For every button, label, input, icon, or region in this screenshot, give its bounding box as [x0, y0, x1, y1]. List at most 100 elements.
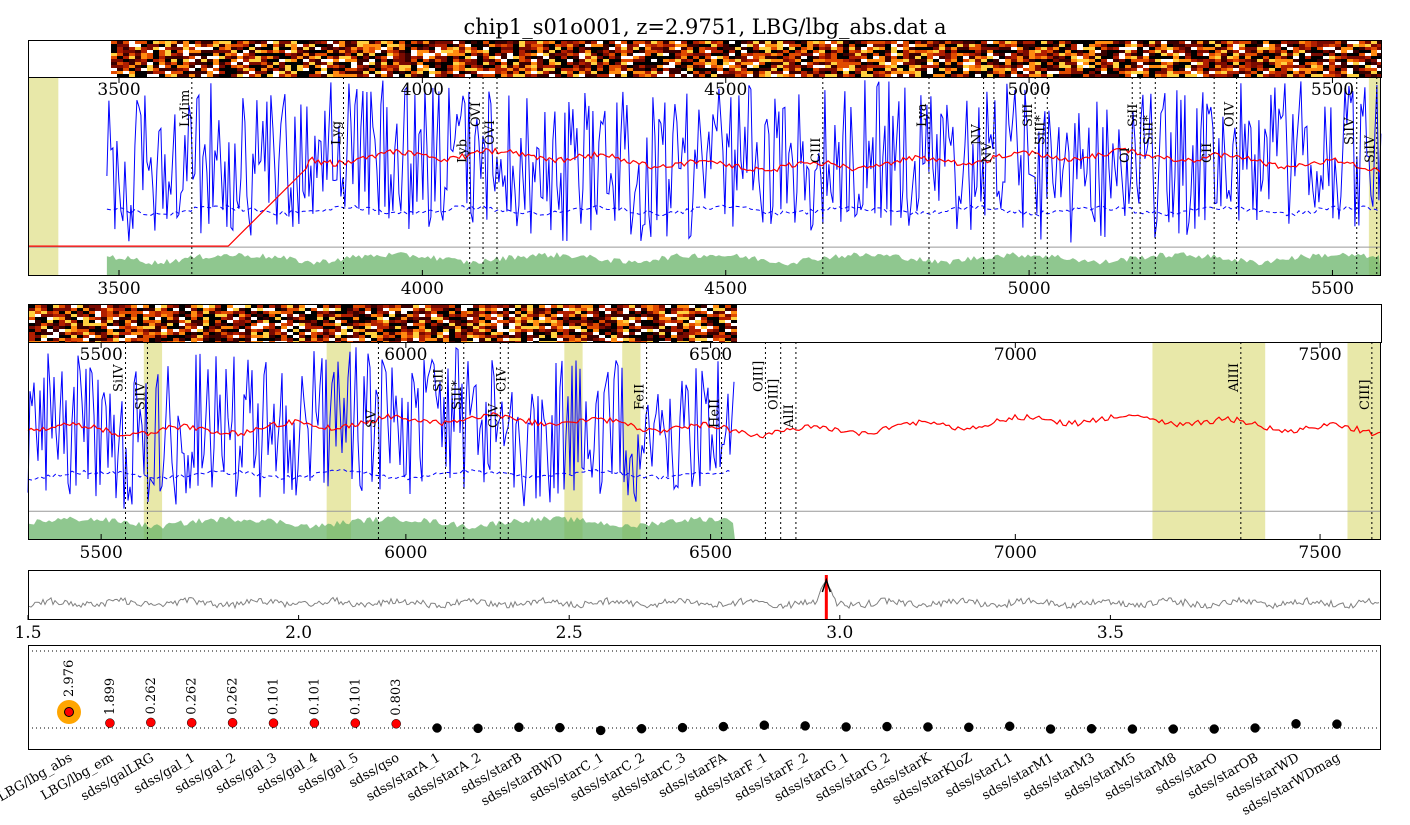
masked-region — [1152, 342, 1266, 540]
lower-2d-pixel — [131, 308, 137, 311]
lower-2d-pixel — [149, 335, 155, 338]
upper-2d-pixel — [327, 53, 333, 56]
lower-2d-pixel — [65, 335, 71, 338]
lower-2d-pixel — [227, 323, 233, 326]
lower-2d-pixel — [389, 311, 395, 314]
upper-2d-pixel — [189, 47, 195, 50]
upper-2d-pixel — [453, 44, 459, 47]
lower-2d-pixel — [275, 311, 281, 314]
upper-2d-pixel — [711, 74, 717, 77]
upper-2d-pixel — [1155, 56, 1161, 59]
upper-2d-pixel — [429, 68, 435, 71]
upper-2d-pixel — [795, 41, 801, 44]
upper-2d-pixel — [159, 62, 165, 65]
upper-2d-pixel — [453, 56, 459, 59]
upper-2d-pixel — [237, 50, 243, 53]
upper-2d-pixel — [669, 65, 675, 68]
lower-2d-pixel — [287, 329, 293, 332]
lower-2d-pixel — [581, 317, 587, 320]
lower-2d-pixel — [479, 308, 485, 311]
upper-2d-pixel — [1257, 41, 1263, 44]
lower-2d-pixel — [383, 326, 389, 329]
lower-2d-pixel — [587, 329, 593, 332]
upper-2d-pixel — [543, 74, 549, 77]
lower-2d-pixel — [509, 323, 515, 326]
lower-2d-pixel — [407, 335, 413, 338]
upper-2d-pixel — [765, 65, 771, 68]
upper-2d-pixel — [1215, 50, 1221, 53]
lower-2d-pixel — [695, 329, 701, 332]
upper-2d-pixel — [657, 65, 663, 68]
lower-2d-pixel — [647, 329, 653, 332]
upper-2d-pixel — [585, 71, 591, 74]
upper-2d-pixel — [225, 68, 231, 71]
x-tick-label-top: 3500 — [97, 80, 140, 100]
lower-2d-pixel — [605, 323, 611, 326]
lower-2d-pixel — [437, 308, 443, 311]
lower-2d-pixel — [323, 332, 329, 335]
upper-2d-pixel — [699, 56, 705, 59]
upper-2d-pixel — [891, 59, 897, 62]
upper-2d-pixel — [513, 74, 519, 77]
upper-2d-pixel — [273, 71, 279, 74]
upper-2d-pixel — [495, 74, 501, 77]
upper-2d-pixel — [1107, 74, 1113, 77]
upper-2d-pixel — [819, 74, 825, 77]
upper-2d-pixel — [435, 44, 441, 47]
lower-2d-pixel — [311, 317, 317, 320]
lower-2d-pixel — [485, 311, 491, 314]
lower-2d-pixel — [323, 329, 329, 332]
upper-2d-pixel — [1341, 74, 1347, 77]
lower-2d-pixel — [251, 341, 257, 342]
upper-2d-pixel — [129, 65, 135, 68]
upper-2d-pixel — [1371, 53, 1377, 56]
upper-2d-pixel — [801, 44, 807, 47]
upper-2d-pixel — [531, 71, 537, 74]
x-tick-label-top: 7500 — [1298, 345, 1341, 365]
upper-2d-pixel — [489, 68, 495, 71]
upper-2d-pixel — [333, 65, 339, 68]
template-point — [473, 723, 483, 734]
lower-2d-pixel — [689, 305, 695, 308]
lower-2d-pixel — [83, 332, 89, 335]
upper-2d-pixel — [279, 50, 285, 53]
upper-2d-pixel — [123, 53, 129, 56]
lower-2d-pixel — [251, 308, 257, 311]
lower-2d-pixel — [59, 329, 65, 332]
upper-2d-pixel — [825, 59, 831, 62]
upper-2d-pixel — [141, 41, 147, 44]
upper-2d-pixel — [747, 56, 753, 59]
upper-2d-pixel — [807, 50, 813, 53]
upper-2d-pixel — [291, 71, 297, 74]
lower-2d-pixel — [41, 308, 47, 311]
lower-2d-pixel — [275, 341, 281, 342]
upper-2d-pixel — [795, 71, 801, 74]
upper-2d-pixel — [267, 56, 273, 59]
lower-2d-pixel — [677, 329, 683, 332]
upper-2d-pixel — [207, 68, 213, 71]
lower-2d-pixel — [671, 341, 677, 342]
upper-2d-pixel — [825, 50, 831, 53]
upper-2d-pixel — [1149, 65, 1155, 68]
upper-2d-pixel — [1359, 71, 1365, 74]
upper-2d-pixel — [987, 59, 993, 62]
lower-2d-pixel — [617, 332, 623, 335]
upper-2d-pixel — [1341, 71, 1347, 74]
upper-2d-pixel — [147, 74, 153, 77]
upper-2d-pixel — [171, 68, 177, 71]
upper-2d-pixel — [867, 59, 873, 62]
lower-2d-pixel — [299, 341, 305, 342]
upper-2d-pixel — [813, 41, 819, 44]
upper-2d-pixel — [1239, 65, 1245, 68]
upper-2d-pixel — [1155, 50, 1161, 53]
lower-2d-pixel — [95, 335, 101, 338]
upper-2d-pixel — [1167, 71, 1173, 74]
upper-2d-pixel — [975, 56, 981, 59]
upper-2d-pixel — [1113, 59, 1119, 62]
upper-2d-pixel — [789, 50, 795, 53]
upper-2d-pixel — [717, 53, 723, 56]
upper-2d-pixel — [111, 65, 117, 68]
upper-2d-pixel — [879, 62, 885, 65]
upper-2d-pixel — [819, 59, 825, 62]
upper-2d-pixel — [963, 56, 969, 59]
